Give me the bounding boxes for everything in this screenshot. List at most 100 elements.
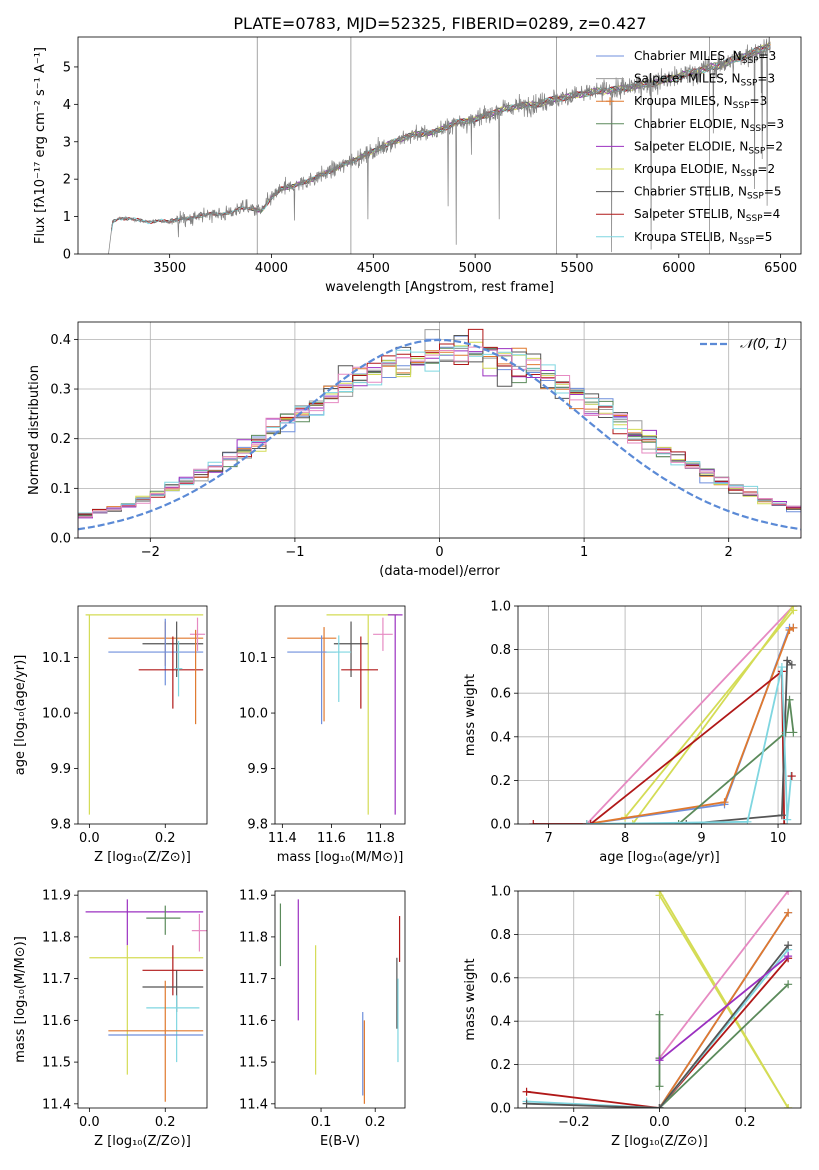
x-axis-label: wavelength [Angstrom, rest frame] <box>325 280 554 295</box>
weight-line-salpeter_elodie <box>658 955 789 1061</box>
weight-line-kroupa_elodie <box>658 894 789 1108</box>
y-tick-label: 0 <box>63 248 71 263</box>
y-tick-label: 9.9 <box>247 762 268 777</box>
plot-area <box>529 606 798 824</box>
weight-line-kroupa_stelib <box>526 949 789 1108</box>
x-tick-label: 5500 <box>560 261 593 276</box>
weight-marker <box>777 811 786 820</box>
axes-frame <box>517 605 802 825</box>
panel-age_vs_mass: 11.4 11.6 11.8 9.8 9.9 10.0 10.1 mass [log₁₀(M/… <box>239 605 406 865</box>
weight-line-chabrier_stelib <box>526 944 789 1108</box>
y-tick-label: 9.8 <box>247 818 268 833</box>
figure-title: PLATE=0783, MJD=52325, FIBERID=0289, z=0… <box>233 14 646 33</box>
weight-marker <box>655 1082 664 1091</box>
x-tick-label: 9 <box>697 831 705 846</box>
plot-area <box>279 899 401 1104</box>
x-axis-label: (data-model)/error <box>379 564 500 579</box>
weight-line-kroupa_elodie <box>624 609 795 819</box>
x-tick-label: 8 <box>621 831 629 846</box>
legend-label-chabrier_elodie: Chabrier ELODIE, NSSP=3 <box>634 117 784 134</box>
legend-suffix: =3 <box>759 49 777 63</box>
y-tick-label: 9.8 <box>50 818 71 833</box>
weight-line-kroupa_miles <box>658 912 789 1108</box>
weight-marker <box>674 820 683 824</box>
y-tick-label: 11.7 <box>239 972 268 987</box>
y-tick-label: 11.4 <box>42 1097 71 1112</box>
axes-frame <box>274 890 406 1109</box>
y-tick-label: 11.4 <box>239 1097 268 1112</box>
legend-sub: SSP <box>733 101 750 111</box>
plot-area <box>78 328 801 538</box>
x-tick-label: 6500 <box>764 261 797 276</box>
y-tick-label: 1.0 <box>490 885 511 900</box>
y-tick-label: 0.1 <box>50 482 71 497</box>
gaussian-curve <box>78 338 801 531</box>
x-tick-label: 5000 <box>459 261 492 276</box>
x-tick-label: 0.0 <box>649 1115 670 1130</box>
y-tick-label: 0.0 <box>490 818 511 833</box>
legend-label-kroupa_elodie: Kroupa ELODIE, NSSP=2 <box>634 162 775 179</box>
y-axis-label: Normed distribution <box>27 365 42 495</box>
y-tick-label: 11.5 <box>239 1056 268 1071</box>
y-tick-label: 11.9 <box>42 889 71 904</box>
weight-marker <box>784 908 793 917</box>
axes-frame <box>77 36 802 255</box>
x-tick-label: −0.2 <box>558 1115 590 1130</box>
weight-marker <box>655 1010 664 1019</box>
x-tick-label: 0.2 <box>365 1115 386 1130</box>
legend-text: Kroupa MILES, N <box>634 94 733 108</box>
weight-marker <box>787 772 796 781</box>
plot-area <box>85 899 207 1102</box>
weight-marker <box>777 663 786 672</box>
y-tick-label: 11.7 <box>42 972 71 987</box>
legend-marker <box>606 97 614 106</box>
y-tick-label: 0.0 <box>490 1102 511 1117</box>
y-tick-label: 0.3 <box>50 383 71 398</box>
legend-label-salpeter_miles: Salpeter MILES, NSSP=3 <box>634 72 775 89</box>
weight-marker <box>784 941 793 950</box>
weight-marker <box>586 820 595 824</box>
y-axis-label: mass [log₁₀(M/M⊙)] <box>13 936 28 1063</box>
weight-marker <box>789 623 798 632</box>
y-tick-label: 0.2 <box>50 432 71 447</box>
legend-text: Salpeter ELODIE, N <box>634 139 748 153</box>
x-tick-label: 7 <box>544 831 552 846</box>
y-axis-label: Flux [fλ10⁻¹⁷ erg cm⁻² s⁻¹ A⁻¹] <box>33 47 48 244</box>
weight-marker <box>780 820 789 824</box>
x-tick-label: 3500 <box>153 261 186 276</box>
y-tick-label: 9.9 <box>50 762 71 777</box>
y-tick-label: 2 <box>63 173 71 188</box>
axes-frame <box>274 605 406 825</box>
legend-text: Chabrier ELODIE, N <box>634 117 750 131</box>
axes-frame <box>77 890 208 1109</box>
legend-sub: SSP <box>741 79 758 89</box>
legend-text: Kroupa STELIB, N <box>634 230 738 244</box>
weight-marker <box>784 952 793 961</box>
x-axis-label: Z [log₁₀(Z/Z⊙)] <box>94 850 191 865</box>
weight-line-pink <box>586 606 795 824</box>
weight-line-kroupa_miles <box>586 627 794 824</box>
weight-marker <box>682 820 691 824</box>
weight-line-chabrier_elodie <box>658 983 789 1108</box>
x-tick-label: 6000 <box>662 261 695 276</box>
legend-suffix: =5 <box>764 185 782 199</box>
y-tick-label: 1 <box>63 210 71 225</box>
x-tick-label: 11.8 <box>366 831 395 846</box>
legend-sub: SSP <box>748 146 765 156</box>
weight-marker <box>785 695 794 704</box>
weight-marker <box>743 817 752 824</box>
y-tick-label: 4 <box>63 98 71 113</box>
weight-marker <box>720 798 729 807</box>
y-tick-label: 11.6 <box>239 1014 268 1029</box>
x-tick-label: 0 <box>435 545 443 560</box>
legend-text: Chabrier STELIB, N <box>634 185 747 199</box>
x-tick-label: 0.1 <box>311 1115 332 1130</box>
x-tick-label: 0.2 <box>155 1115 176 1130</box>
weight-line-salpeter_stelib <box>526 957 789 1108</box>
y-tick-label: 10.0 <box>42 707 71 722</box>
weight-marker <box>784 1104 793 1108</box>
weight-marker <box>582 820 591 824</box>
y-tick-label: 5 <box>63 60 71 75</box>
legend-suffix: =2 <box>757 162 775 176</box>
x-axis-label: mass [log₁₀(M/M⊙)] <box>277 850 404 865</box>
